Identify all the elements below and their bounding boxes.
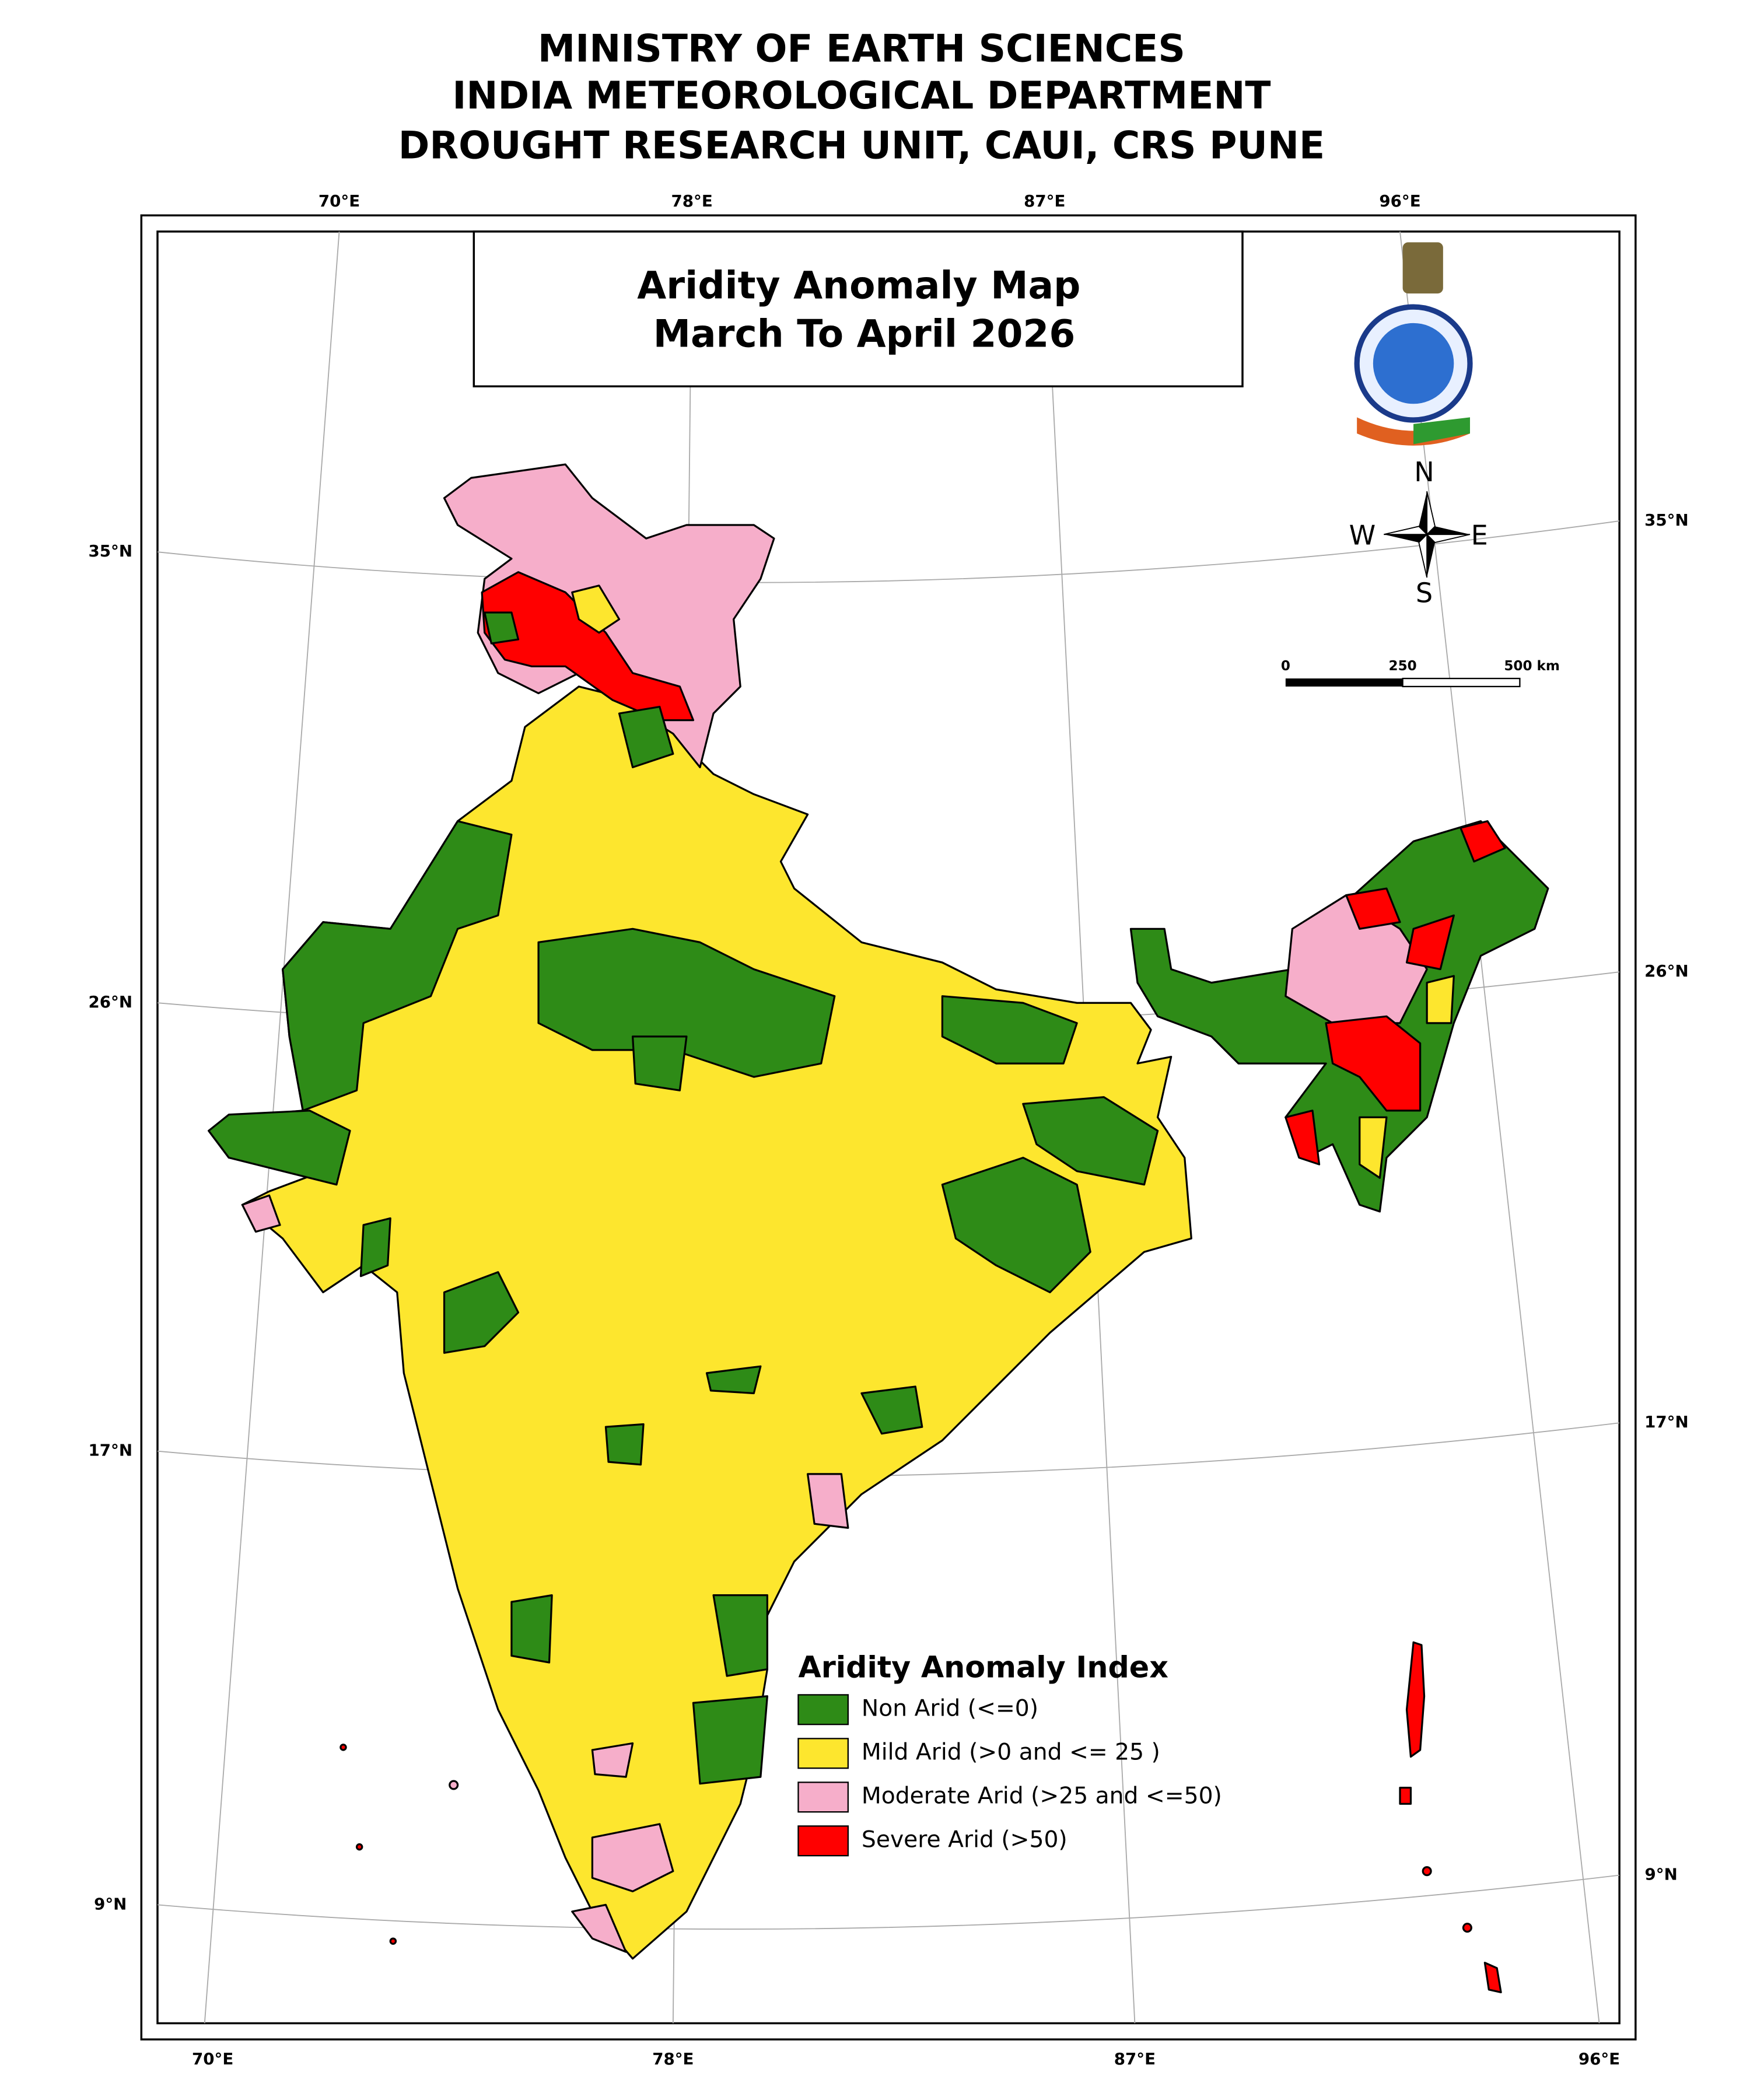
district-region xyxy=(359,1217,391,1278)
legend-swatch xyxy=(797,1825,849,1857)
district-region xyxy=(355,1843,363,1851)
district-region xyxy=(604,1423,645,1466)
header-line: MINISTRY OF EARTH SCIENCES xyxy=(538,27,1185,71)
longitude-label: 96°E xyxy=(1578,2049,1620,2068)
latitude-label: 9°N xyxy=(1645,1865,1678,1884)
district-region xyxy=(1426,975,1455,1024)
district-region xyxy=(1405,1641,1426,1758)
district-region xyxy=(1405,914,1455,971)
district-region xyxy=(1483,1961,1502,1993)
legend-label: Moderate Arid (>25 and <=50) xyxy=(862,1783,1222,1809)
district-region xyxy=(1345,887,1401,930)
district-region xyxy=(484,611,520,645)
imd-logo xyxy=(1354,242,1473,446)
longitude-label: 96°E xyxy=(1379,191,1420,211)
legend-swatch xyxy=(797,1694,849,1726)
map-subtitle: March To April 2026 xyxy=(653,313,1076,356)
legend-swatch xyxy=(797,1782,849,1813)
compass-label: N xyxy=(1414,456,1434,488)
scale-label: 0 xyxy=(1281,659,1290,674)
longitude-label: 78°E xyxy=(671,191,713,211)
map-regions xyxy=(208,463,1549,1993)
district-region xyxy=(510,1594,553,1664)
latitude-label: 26°N xyxy=(88,992,132,1012)
compass-label: S xyxy=(1416,578,1433,609)
district-region xyxy=(241,1194,281,1233)
scale-label: 500 km xyxy=(1504,659,1560,674)
district-region xyxy=(591,1823,674,1892)
scale-label: 250 xyxy=(1389,659,1417,674)
district-region xyxy=(1460,820,1506,863)
district-region xyxy=(571,1903,627,1953)
legend-title: Aridity Anomaly Index xyxy=(798,1650,1168,1685)
district-region xyxy=(1284,1110,1321,1166)
district-region xyxy=(1022,1096,1159,1186)
latitude-label: 35°N xyxy=(1644,510,1689,530)
district-region xyxy=(618,705,674,768)
longitude-label: 87°E xyxy=(1024,191,1065,211)
title-box: Aridity Anomaly Map March To April 2026 xyxy=(473,230,1244,388)
legend-swatch xyxy=(797,1738,849,1769)
legend-label: Severe Arid (>50) xyxy=(862,1826,1068,1853)
latitude-label: 17°N xyxy=(88,1441,132,1460)
map-title: Aridity Anomaly Map xyxy=(637,264,1080,307)
longitude-label: 70°E xyxy=(318,191,360,211)
district-region xyxy=(1462,1923,1472,1933)
district-region xyxy=(591,1742,634,1778)
district-region xyxy=(941,995,1078,1065)
latitude-label: 9°N xyxy=(94,1894,127,1913)
latitude-label: 26°N xyxy=(1644,961,1689,981)
district-region xyxy=(1422,1866,1432,1877)
district-region xyxy=(860,1385,923,1435)
latitude-label: 17°N xyxy=(1644,1412,1689,1432)
district-region xyxy=(443,1271,520,1354)
legend-label: Non Arid (<=0) xyxy=(862,1695,1038,1721)
legend-label: Mild Arid (>0 and <= 25 ) xyxy=(862,1739,1160,1765)
district-region xyxy=(1325,1015,1422,1112)
district-region xyxy=(481,571,695,722)
header-line: INDIA METEOROLOGICAL DEPARTMENT xyxy=(452,74,1270,118)
legend: Aridity Anomaly Index Non Arid (<=0) Mild… xyxy=(797,1650,1222,1857)
header-line: DROUGHT RESEARCH UNIT, CAUI, CRS PUNE xyxy=(398,124,1325,167)
district-region xyxy=(632,1035,688,1091)
longitude-label: 70°E xyxy=(192,2049,233,2068)
district-region xyxy=(807,1473,849,1529)
longitude-label: 87°E xyxy=(1114,2049,1156,2068)
district-region xyxy=(389,1937,397,1945)
district-region xyxy=(449,1780,459,1790)
district-region xyxy=(571,584,621,634)
district-region xyxy=(208,1110,351,1186)
scale-bar: 0 250 500 km xyxy=(1281,659,1560,688)
compass: N E S W xyxy=(1349,456,1488,609)
district-region xyxy=(537,928,836,1078)
district-region xyxy=(1399,1786,1412,1805)
compass-label: W xyxy=(1349,519,1376,551)
district-region xyxy=(705,1365,762,1395)
compass-label: E xyxy=(1471,519,1488,551)
district-region xyxy=(712,1594,768,1677)
latitude-label: 35°N xyxy=(88,541,132,561)
district-region xyxy=(340,1744,347,1751)
district-region xyxy=(941,1157,1091,1293)
district-region xyxy=(692,1695,768,1785)
longitude-label: 78°E xyxy=(652,2049,694,2068)
district-region xyxy=(1359,1116,1388,1179)
